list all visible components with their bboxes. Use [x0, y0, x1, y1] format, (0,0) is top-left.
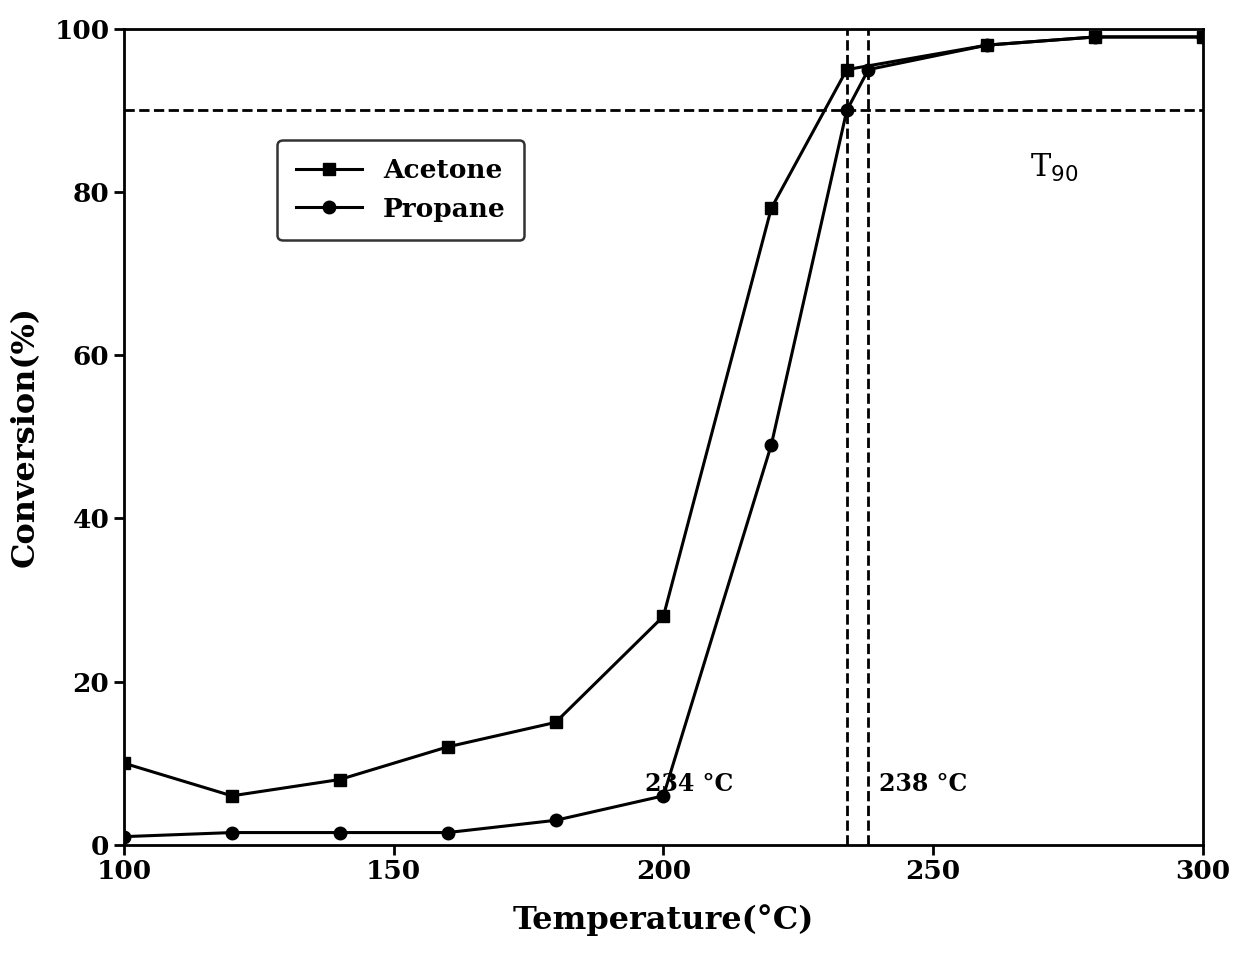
Propane — [980, 39, 994, 51]
Y-axis label: Conversion(%): Conversion(%) — [10, 306, 41, 567]
Acetone — [839, 63, 854, 75]
Propane — [839, 105, 854, 116]
Propane — [224, 827, 239, 838]
Acetone — [980, 39, 994, 51]
Acetone — [117, 757, 131, 769]
Acetone — [764, 203, 779, 214]
Propane — [440, 827, 455, 838]
Text: 234 °C: 234 °C — [645, 772, 734, 796]
Acetone — [1195, 32, 1210, 43]
Propane — [656, 790, 671, 802]
Propane — [548, 814, 563, 826]
Propane — [1087, 32, 1102, 43]
X-axis label: Temperature(°C): Temperature(°C) — [512, 903, 815, 936]
Acetone — [332, 774, 347, 785]
Legend: Acetone, Propane: Acetone, Propane — [278, 140, 525, 240]
Acetone — [1087, 32, 1102, 43]
Propane — [117, 831, 131, 843]
Propane — [332, 827, 347, 838]
Acetone — [440, 741, 455, 753]
Text: T$_{90}$: T$_{90}$ — [1030, 152, 1079, 183]
Acetone — [656, 611, 671, 622]
Text: 238 °C: 238 °C — [879, 772, 967, 796]
Propane — [764, 440, 779, 451]
Acetone — [224, 790, 239, 802]
Propane — [1195, 32, 1210, 43]
Acetone — [548, 716, 563, 728]
Line: Acetone: Acetone — [118, 31, 1209, 803]
Propane — [861, 63, 875, 75]
Line: Propane: Propane — [118, 31, 1209, 843]
